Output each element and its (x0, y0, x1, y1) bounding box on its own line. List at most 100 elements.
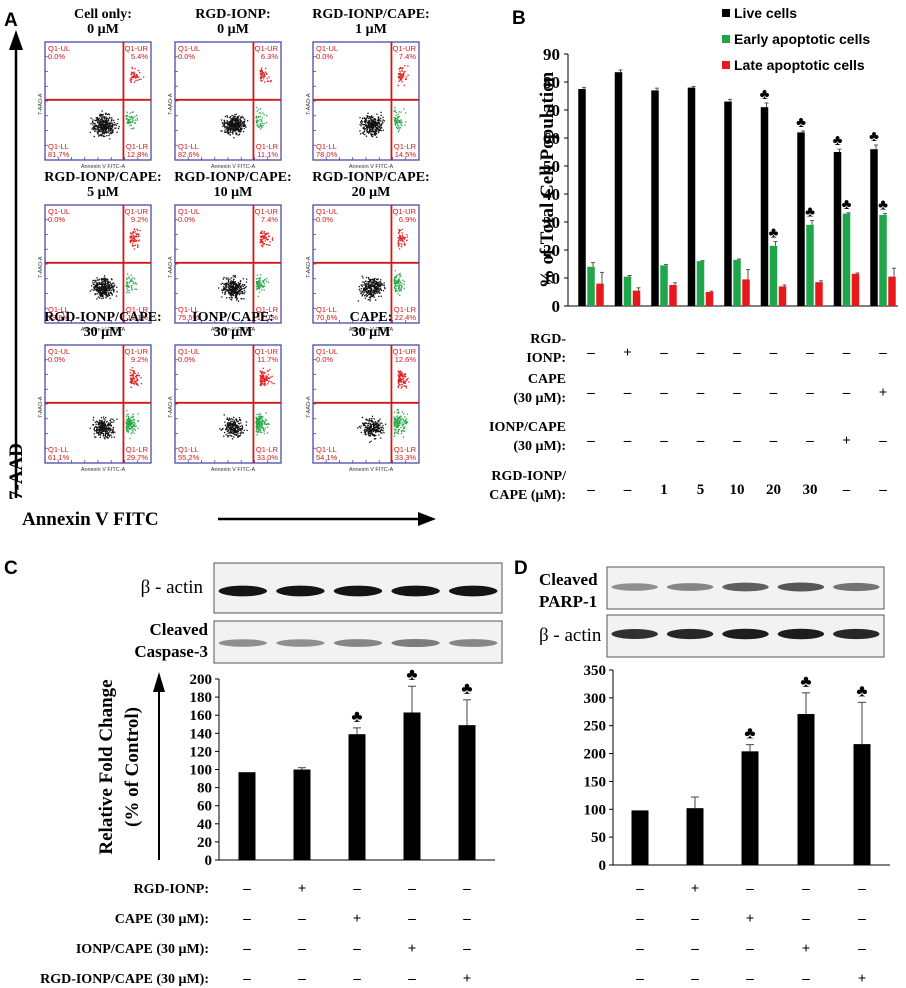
live-event (365, 122, 367, 124)
early-apoptotic-event (131, 422, 133, 425)
live-event (384, 423, 387, 425)
live-event (375, 283, 377, 285)
live-event (103, 283, 105, 285)
live-event (100, 295, 102, 297)
live-event (377, 118, 380, 120)
early-apoptotic-event (261, 425, 263, 427)
quadrant-ul-name: Q1-UL (178, 44, 200, 53)
early-apoptotic-event (257, 116, 260, 118)
live-event (230, 277, 233, 279)
late-apoptotic-event (260, 237, 262, 239)
flow-plot-y-axis-label: 7-AAD-A (38, 93, 44, 115)
live-event (107, 431, 109, 433)
quadrant-ul-value: 0.0% (316, 355, 333, 364)
live-event (101, 423, 104, 426)
late-apoptotic-event (136, 383, 139, 385)
early-apoptotic-event (398, 416, 401, 418)
late-apoptotic-event (399, 380, 402, 382)
live-event (365, 285, 368, 287)
blot-band (666, 628, 714, 640)
quadrant-lr-name: Q1-LR (394, 445, 417, 454)
early-apoptotic-event (394, 433, 396, 435)
live-event (368, 286, 371, 288)
live-event (103, 121, 105, 123)
early-apoptotic-event (126, 423, 128, 426)
late-apoptotic-event (259, 371, 262, 373)
early-apoptotic-event (394, 419, 397, 422)
live-event (105, 112, 107, 115)
early-apoptotic-event (398, 121, 400, 123)
early-apoptotic-event (258, 428, 260, 430)
early-apoptotic-event (268, 423, 270, 426)
live-event (235, 132, 237, 134)
quadrant-ll-value: 70.6% (316, 313, 338, 322)
late-apoptotic-event (259, 70, 261, 72)
live-event (368, 116, 371, 118)
panel-b-treatment-cell: + (879, 385, 888, 401)
live-event (371, 127, 373, 130)
late-apoptotic-event (405, 76, 408, 78)
early-apoptotic-event (404, 124, 406, 126)
flow-plot: RGD-IONP/CAPE:30 μMQ1-UL0.0%Q1-UR9.2%Q1-… (38, 310, 162, 473)
live-event (107, 287, 109, 289)
live-event (104, 123, 107, 125)
live-event (94, 436, 96, 438)
late-apoptotic-event (133, 371, 135, 373)
live-event (101, 295, 104, 298)
late-apoptotic-event (135, 381, 137, 383)
panel-b-treatment-cell: – (878, 345, 887, 361)
late-apoptotic-event (136, 374, 138, 376)
late-apoptotic-event (137, 229, 139, 231)
panel-c-row-label: CAPE (30 μM): (115, 912, 209, 927)
live-event (375, 424, 377, 426)
live-event (108, 432, 110, 434)
live-event (230, 426, 232, 428)
panel-c-y-tick-label: 20 (197, 835, 212, 851)
quadrant-ul-value: 0.0% (48, 52, 65, 61)
late-apoptotic-event (131, 377, 134, 380)
live-event (378, 430, 380, 433)
live-event (227, 289, 229, 291)
early-apoptotic-event (258, 284, 260, 286)
live-event (230, 124, 232, 126)
live-event (381, 123, 383, 125)
live-event (371, 423, 373, 426)
early-apoptotic-event (256, 122, 258, 124)
flow-plot-frame (174, 204, 282, 324)
late-apoptotic-event (260, 375, 262, 377)
early-apoptotic-event (127, 426, 129, 429)
live-event (239, 425, 242, 427)
panel-c-significance-mark: ♣ (461, 679, 472, 698)
live-event (236, 427, 238, 429)
live-event (377, 428, 379, 430)
live-event (232, 124, 234, 126)
early-apoptotic-event (267, 422, 269, 425)
live-event (369, 427, 372, 429)
late-apoptotic-event (263, 380, 265, 382)
late-apoptotic-event (260, 235, 263, 238)
live-event (101, 288, 104, 291)
late-apoptotic-event (131, 71, 133, 74)
live-event (221, 428, 223, 431)
live-event (370, 440, 372, 442)
flow-plot-events (217, 230, 274, 302)
early-apoptotic-event (260, 125, 262, 128)
live-event (111, 117, 113, 119)
early-apoptotic-event (265, 419, 268, 422)
live-event (236, 293, 238, 295)
early-apoptotic-event (401, 121, 403, 124)
late-apoptotic-event (130, 374, 132, 377)
late-apoptotic-event (129, 371, 132, 374)
live-event (234, 421, 236, 423)
live-event (224, 129, 226, 131)
quadrant-ur-value: 12.6% (395, 355, 417, 364)
live-event (242, 130, 245, 133)
live-event (230, 290, 233, 293)
panel-d-significance-mark: ♣ (744, 724, 755, 743)
live-event (372, 129, 374, 131)
flow-plot-events (220, 67, 272, 139)
early-apoptotic-event (266, 423, 269, 425)
early-apoptotic-event (132, 425, 135, 428)
early-apoptotic-event (400, 288, 402, 290)
live-event (106, 294, 108, 296)
